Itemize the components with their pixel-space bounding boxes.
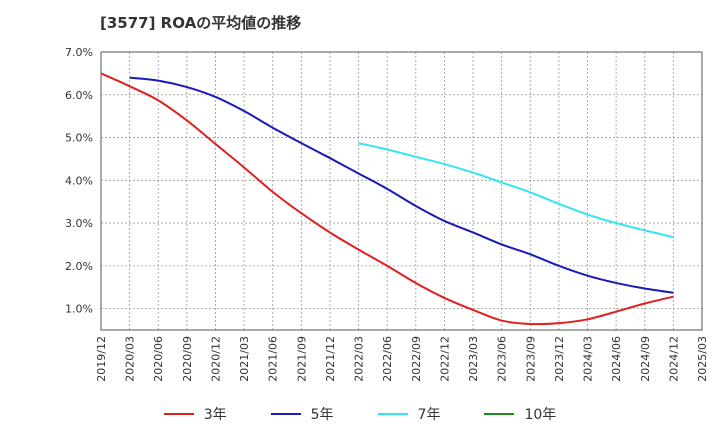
legend-swatch xyxy=(377,413,408,415)
legend-label: 7年 xyxy=(417,407,441,423)
y-tick-label: 7.0% xyxy=(65,46,93,59)
x-axis: 2019/12 2020/03 2020/06 2020/09 2020/12 2021/… xyxy=(95,336,709,382)
grid xyxy=(101,52,702,330)
y-tick-label: 3.0% xyxy=(65,217,93,230)
y-tick-label: 5.0% xyxy=(65,132,93,145)
legend-item: 5年 xyxy=(270,404,334,424)
x-tick-label: 2019/12 xyxy=(95,336,108,382)
y-tick-label: 4.0% xyxy=(65,174,93,187)
chart-title: [3577] ROAの平均値の推移 xyxy=(100,14,302,32)
legend-label: 5年 xyxy=(310,407,334,423)
x-tick-label: 2021/09 xyxy=(295,336,308,382)
x-tick-label: 2022/09 xyxy=(410,336,423,382)
x-tick-label: 2021/12 xyxy=(324,336,337,382)
x-tick-label: 2022/12 xyxy=(438,336,451,382)
series-lines xyxy=(100,72,674,326)
x-tick-label: 2025/03 xyxy=(696,336,709,382)
series-line xyxy=(129,76,674,294)
x-tick-label: 2023/12 xyxy=(553,336,566,382)
x-tick-label: 2020/09 xyxy=(181,336,194,382)
x-tick-label: 2023/03 xyxy=(467,336,480,382)
legend-label: 10年 xyxy=(524,407,557,423)
y-axis: 1.0% 2.0% 3.0% 4.0% 5.0% 6.0% 7.0% xyxy=(65,46,93,316)
y-tick-label: 1.0% xyxy=(65,303,93,316)
legend-swatch xyxy=(484,413,515,415)
x-tick-label: 2021/06 xyxy=(267,336,280,382)
legend-item: 7年 xyxy=(377,404,441,424)
y-tick-label: 2.0% xyxy=(65,260,93,273)
x-tick-label: 2023/06 xyxy=(496,336,509,382)
x-tick-label: 2024/12 xyxy=(667,336,680,382)
x-tick-label: 2023/09 xyxy=(524,336,537,382)
legend: 3年 5年 7年 10年 xyxy=(0,404,720,424)
legend-swatch xyxy=(270,413,301,415)
series-line xyxy=(100,72,674,326)
legend-item: 3年 xyxy=(163,404,227,424)
legend-label: 3年 xyxy=(203,407,227,423)
y-tick-label: 6.0% xyxy=(65,89,93,102)
x-tick-label: 2020/03 xyxy=(124,336,137,382)
series-line xyxy=(358,142,674,239)
x-tick-label: 2024/03 xyxy=(582,336,595,382)
x-tick-label: 2021/03 xyxy=(238,336,251,382)
legend-item: 10年 xyxy=(484,404,556,424)
x-tick-label: 2024/09 xyxy=(639,336,652,382)
x-tick-label: 2024/06 xyxy=(610,336,623,382)
legend-swatch xyxy=(163,413,194,415)
x-tick-label: 2022/03 xyxy=(353,336,366,382)
x-tick-label: 2020/06 xyxy=(152,336,165,382)
x-tick-label: 2022/06 xyxy=(381,336,394,382)
x-tick-label: 2020/12 xyxy=(209,336,222,382)
plot-frame xyxy=(100,51,703,331)
